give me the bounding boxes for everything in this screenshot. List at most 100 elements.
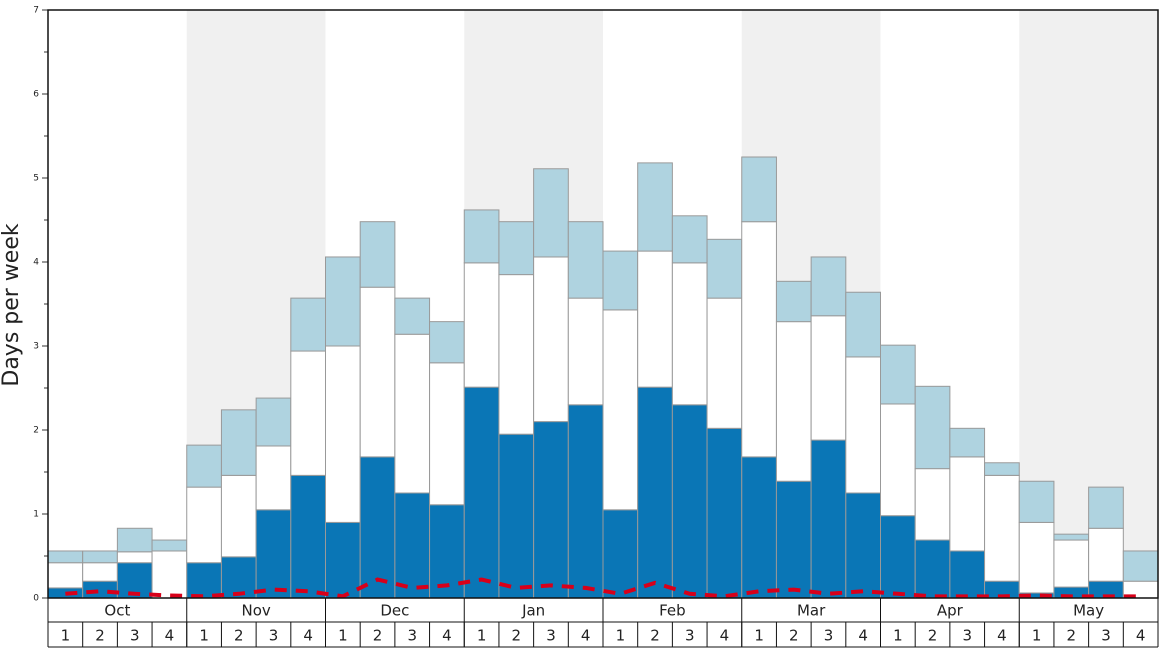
bar-segment — [602, 509, 639, 599]
bar-segment — [984, 474, 1020, 582]
bar-segment — [741, 156, 777, 223]
week-label: 2 — [512, 627, 522, 645]
month-label: Oct — [104, 602, 130, 620]
month-label: Jan — [521, 602, 545, 620]
week-label: 4 — [165, 627, 175, 645]
week-label: 3 — [824, 627, 834, 645]
bars — [47, 156, 1159, 599]
bar-segment — [810, 315, 847, 441]
bar-segment — [880, 403, 916, 517]
bar-segment — [498, 274, 535, 435]
bar-segment — [498, 221, 535, 276]
bar-segment — [116, 551, 153, 564]
bar-segment — [602, 309, 639, 511]
bar-segment — [359, 456, 396, 599]
bar-segment — [567, 297, 604, 406]
month-label: Feb — [659, 602, 686, 620]
bar-segment — [671, 262, 708, 406]
week-label: 1 — [338, 627, 348, 645]
bar-segment — [845, 291, 881, 358]
bar-segment — [810, 256, 847, 317]
bar-segment — [706, 297, 743, 429]
bar-segment — [637, 250, 673, 388]
bar-segment — [775, 480, 812, 599]
bar-segment — [1088, 527, 1124, 582]
week-label: 1 — [754, 627, 764, 645]
week-label: 3 — [546, 627, 556, 645]
y-tick-label: 2 — [33, 426, 39, 436]
bar-segment — [151, 539, 188, 552]
bar-segment — [949, 427, 986, 458]
bar-segment — [151, 550, 188, 599]
bar-segment — [984, 462, 1020, 476]
bar-segment — [914, 385, 951, 470]
bar-segment — [47, 550, 84, 564]
bar-segment — [394, 297, 431, 335]
week-label: 3 — [130, 627, 140, 645]
week-label: 3 — [962, 627, 972, 645]
bar-segment — [325, 521, 361, 599]
week-label: 2 — [928, 627, 938, 645]
bar-segment — [810, 439, 847, 599]
bar-segment — [220, 409, 257, 476]
month-label: Mar — [797, 602, 826, 620]
y-tick-label: 3 — [33, 342, 39, 352]
bar-segment — [498, 433, 535, 599]
bar-segment — [255, 445, 292, 511]
bar-segment — [290, 350, 326, 476]
bar-segment — [845, 492, 881, 599]
bar-segment — [82, 550, 118, 564]
bar-segment — [949, 456, 986, 552]
y-tick-label: 6 — [33, 90, 39, 100]
bar-segment — [255, 397, 292, 447]
week-label: 2 — [1067, 627, 1077, 645]
bar-segment — [325, 345, 361, 523]
bar-segment — [741, 221, 777, 458]
bar-segment — [533, 421, 569, 599]
bar-segment — [116, 527, 153, 553]
dashed-line — [65, 577, 1141, 599]
bar-segment — [82, 580, 118, 599]
week-label: 4 — [442, 627, 452, 645]
bar-segment — [359, 221, 396, 288]
bar-segment — [775, 280, 812, 323]
bar-segment — [533, 256, 569, 423]
bar-segment — [567, 404, 604, 599]
bar-segment — [1018, 480, 1055, 523]
overlay: 0 1 2 3 4 5 6 7 Oct Nov Dec Jan Feb Mar Apr May 1 2 3 4 1 2 3 4… — [33, 6, 1159, 648]
week-label: 4 — [858, 627, 868, 645]
week-label: 1 — [477, 627, 487, 645]
bar-segment — [533, 168, 569, 258]
bar-segment — [47, 562, 84, 589]
month-label: May — [1073, 602, 1104, 620]
bar-segment — [706, 238, 743, 299]
bar-segment — [775, 321, 812, 482]
bar-segment — [845, 356, 881, 494]
bar-segment — [359, 286, 396, 458]
week-label: 2 — [234, 627, 244, 645]
bar-segment — [880, 515, 916, 599]
bar-segment — [1122, 550, 1159, 582]
bar-segment — [1053, 533, 1090, 541]
bar-segment — [706, 427, 743, 599]
week-label: 1 — [893, 627, 903, 645]
week-label: 3 — [1101, 627, 1111, 645]
y-axis-label: Days per week — [0, 223, 24, 386]
week-label: 1 — [61, 627, 71, 645]
bar-segment — [671, 404, 708, 599]
week-label: 3 — [269, 627, 279, 645]
bar-segment — [637, 386, 673, 599]
bar-segment — [394, 492, 431, 599]
bar-segment — [82, 562, 118, 582]
week-label: 1 — [616, 627, 626, 645]
bar-segment — [325, 256, 361, 347]
bar-segment — [914, 468, 951, 541]
week-label: 3 — [407, 627, 417, 645]
y-tick-label: 7 — [33, 6, 39, 16]
bar-segment — [567, 221, 604, 299]
bar-segment — [463, 262, 500, 388]
week-label: 4 — [1136, 627, 1146, 645]
week-label: 2 — [789, 627, 799, 645]
y-tick-label: 5 — [33, 174, 39, 184]
